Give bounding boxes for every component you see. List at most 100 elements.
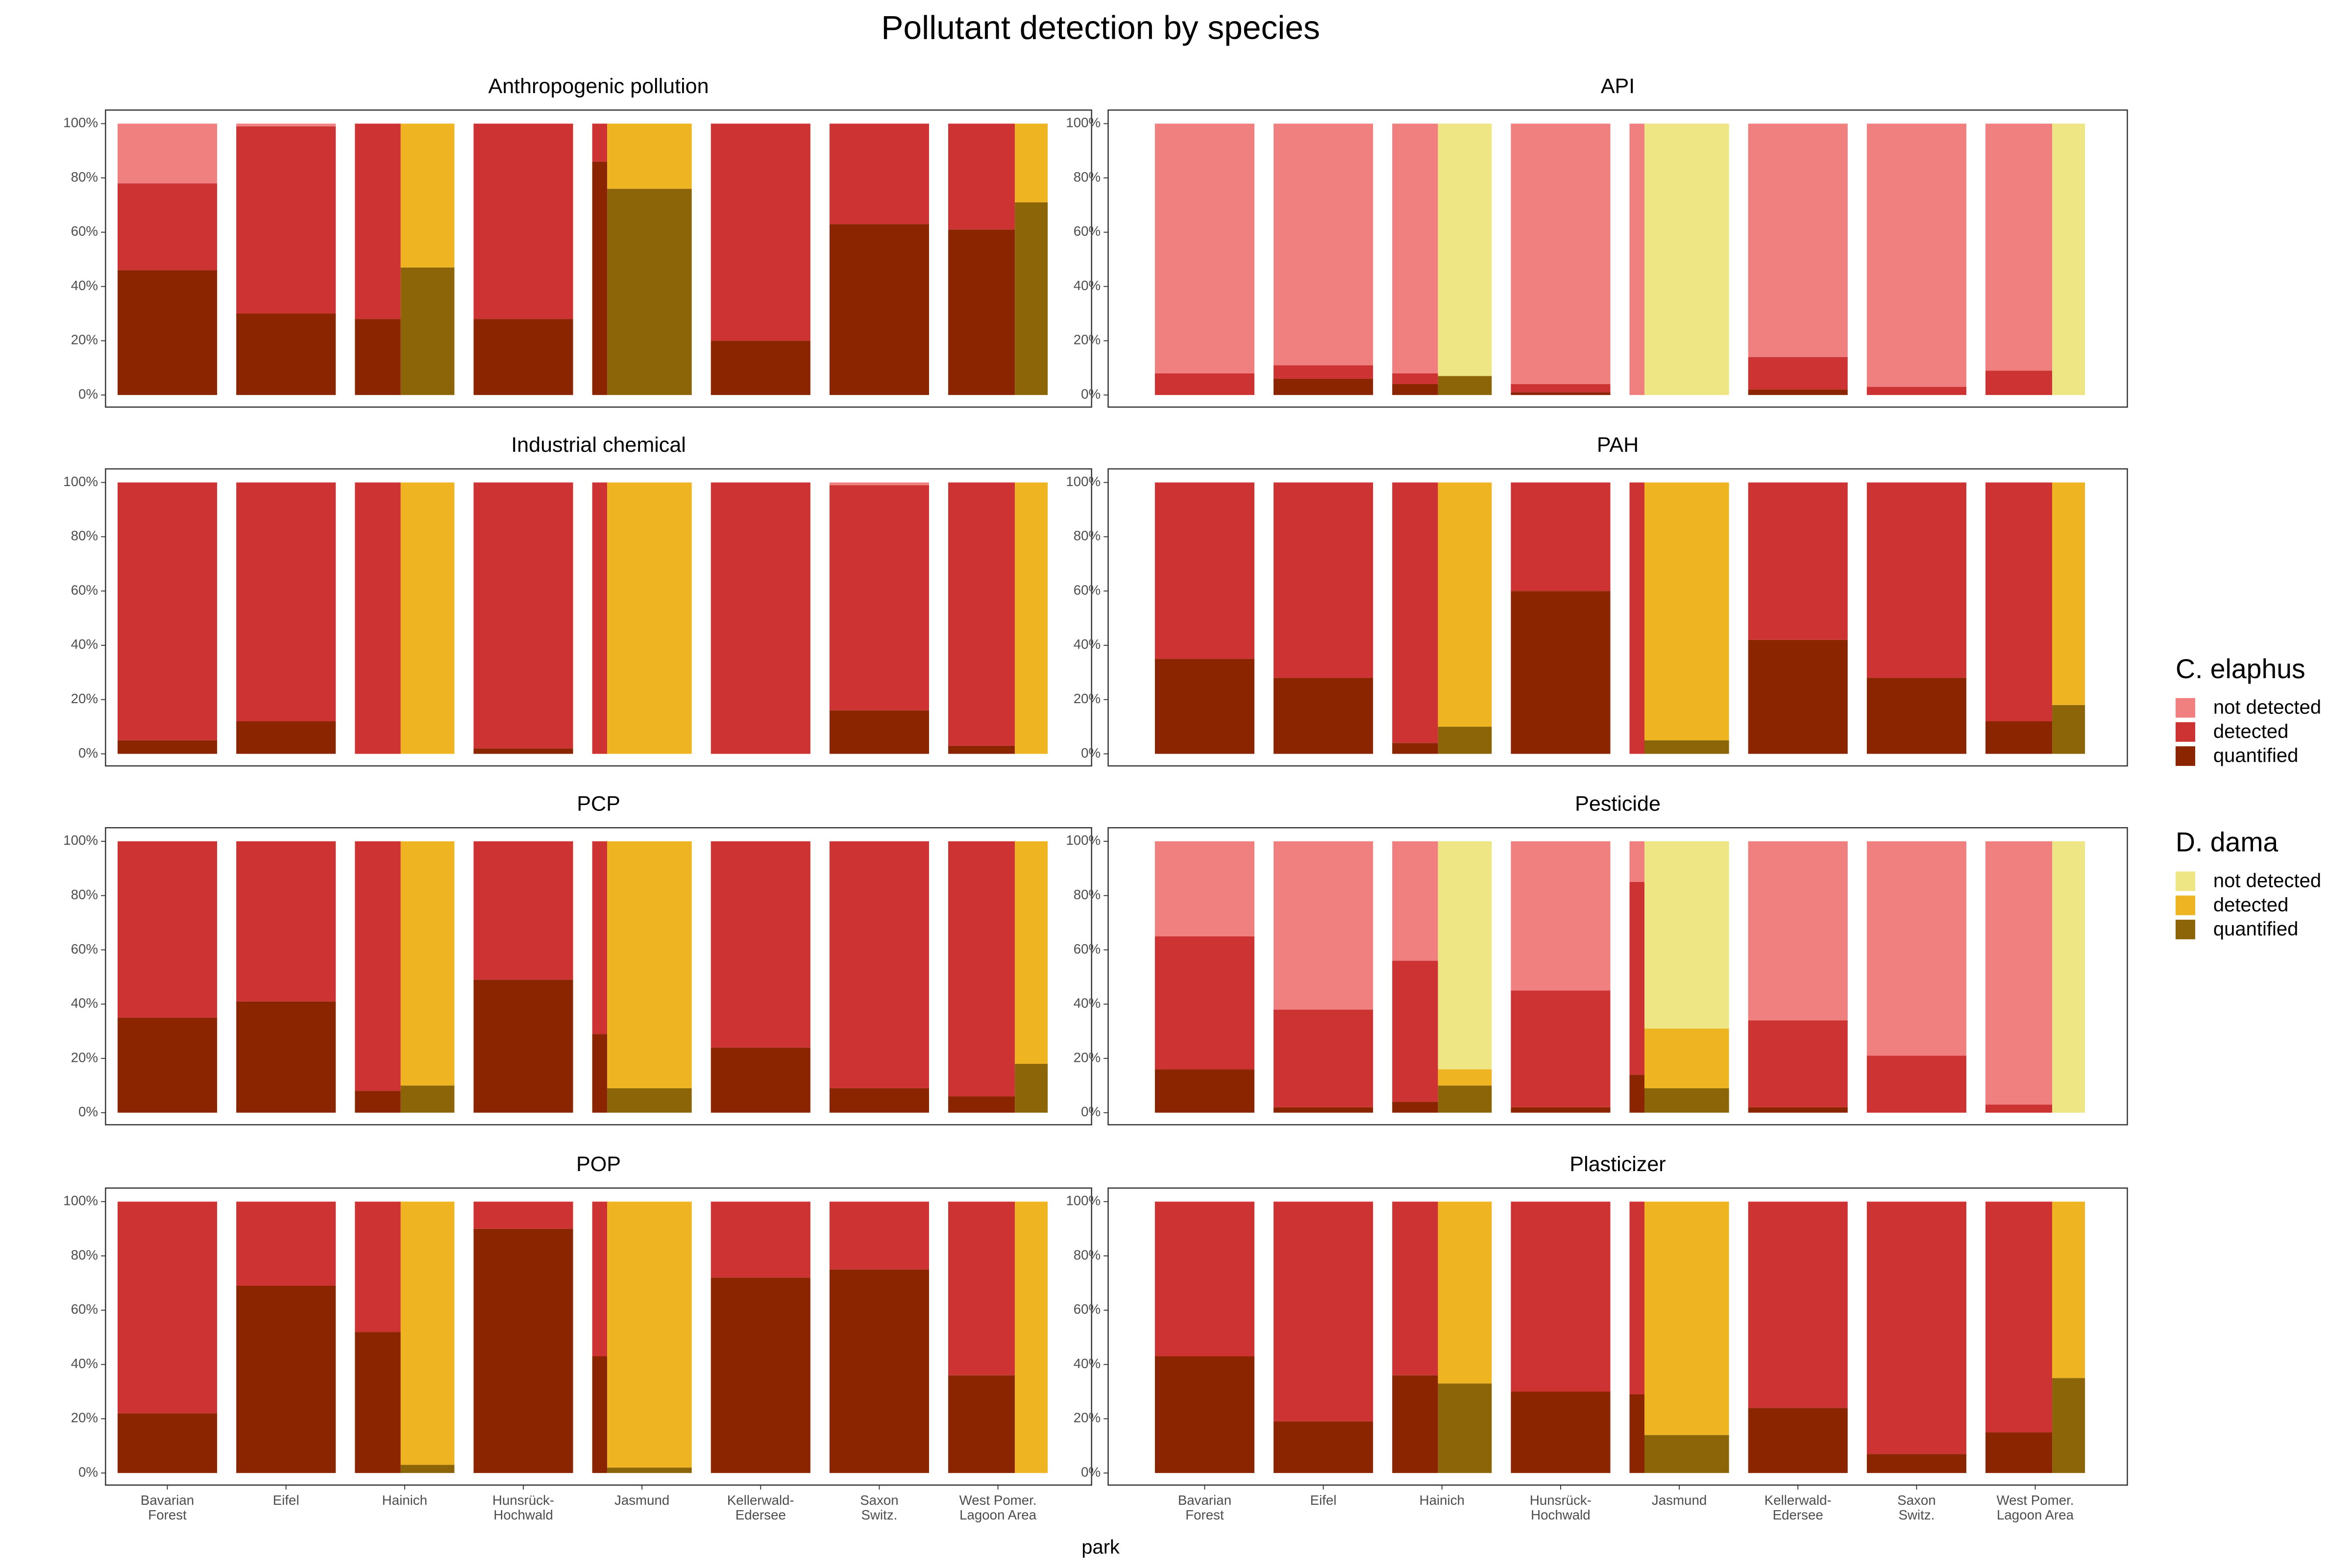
bar-segment (1511, 1201, 1611, 1392)
y-tick-label: 40% (1074, 278, 1101, 293)
bar-segment (1438, 1085, 1492, 1113)
bar-segment (400, 267, 455, 395)
x-tick-label: Hunsrück-Hochwald (1530, 1493, 1592, 1522)
bar-segment (118, 1017, 218, 1113)
bar-segment (1392, 384, 1438, 395)
bar-segment (236, 1286, 336, 1473)
bar-segment (1866, 678, 1966, 754)
y-tick-label: 60% (1074, 223, 1101, 239)
y-tick-label: 0% (78, 1104, 98, 1119)
legend-label: detected (2213, 721, 2288, 742)
bar-segment (118, 1413, 218, 1473)
bar-segment (607, 841, 692, 1088)
bar-segment (355, 1332, 401, 1473)
bar-segment (948, 841, 1015, 1097)
bar-segment (592, 482, 608, 754)
bar-segment (607, 1088, 692, 1113)
bar-segment (1015, 202, 1048, 395)
bar-segment (355, 841, 401, 1091)
bar-segment (1629, 482, 1645, 754)
bar-segment (118, 740, 218, 754)
bar-segment (1392, 743, 1438, 754)
bar-segment (1748, 841, 1848, 1021)
bar-segment (710, 482, 810, 754)
bar-segment (1154, 373, 1254, 395)
y-tick-label: 60% (71, 1301, 98, 1317)
y-tick-label: 0% (1081, 1104, 1101, 1119)
bar-segment (948, 1375, 1015, 1473)
bar-segment (1629, 882, 1645, 1075)
bar-segment (1866, 1201, 1966, 1454)
panel-border (1107, 827, 2128, 1126)
bar-segment (473, 980, 573, 1113)
y-tick-label: 100% (1066, 833, 1101, 848)
bar-segment (1154, 659, 1254, 754)
bar-segment (473, 482, 573, 749)
bar-segment (1392, 1201, 1438, 1375)
bar-segment (1866, 1055, 1966, 1113)
panel-border (105, 468, 1092, 767)
bar-segment (829, 482, 929, 486)
bar-segment (400, 482, 455, 754)
bar-segment (1438, 727, 1492, 754)
bar-segment (400, 1465, 455, 1473)
bar-segment (2052, 841, 2085, 1113)
legend-key (2176, 698, 2195, 718)
bar-segment (829, 1201, 929, 1270)
y-tick-label: 0% (78, 1464, 98, 1479)
legend-key (2176, 919, 2195, 939)
bar-segment (473, 123, 573, 319)
bar-segment (1274, 1421, 1373, 1473)
bar-segment (1985, 1104, 2053, 1113)
chart-title: Pollutant detection by species (881, 9, 1320, 46)
bar-segment (1511, 591, 1611, 754)
bar-segment (1748, 1020, 1848, 1107)
bar-segment (236, 721, 336, 754)
legend-label: not detected (2213, 870, 2321, 892)
bar-segment (1438, 1201, 1492, 1384)
bar-segment (710, 341, 810, 395)
bar-segment (1274, 841, 1373, 1010)
bar-segment (1154, 936, 1254, 1070)
y-tick-label: 20% (1074, 1410, 1101, 1425)
bar-segment (1985, 721, 2053, 754)
x-tick-label: Saxon Switz. (1897, 1493, 1936, 1522)
y-tick-label: 40% (71, 1356, 98, 1371)
bar-segment (1438, 376, 1492, 395)
bar-segment (1629, 1394, 1645, 1473)
y-tick-label: 100% (1066, 1193, 1101, 1208)
x-tick-label: Jasmund (614, 1493, 669, 1508)
bar-segment (355, 1201, 401, 1332)
bar-segment (948, 123, 1015, 230)
x-tick-label: Kellerwald-Edersee (727, 1493, 794, 1522)
panel-border (105, 827, 1092, 1126)
bar-segment (1629, 1201, 1645, 1395)
bar-segment (1748, 1107, 1848, 1113)
bar-segment (400, 123, 455, 268)
bar-segment (1154, 841, 1254, 936)
x-tick-label: Eifel (1310, 1493, 1337, 1508)
bar-segment (2052, 123, 2085, 395)
y-tick-label: 100% (63, 474, 98, 489)
bar-segment (1511, 990, 1611, 1107)
bar-segment (1392, 482, 1438, 743)
y-tick-label: 80% (1074, 169, 1101, 184)
legend-label: detected (2213, 894, 2288, 916)
bar-segment (1511, 1107, 1611, 1113)
x-tick-label: Hainich (382, 1493, 427, 1508)
bar-segment (1274, 678, 1373, 754)
bar-segment (473, 1228, 573, 1473)
bar-segment (829, 485, 929, 710)
y-tick-label: 60% (1074, 941, 1101, 956)
bar-segment (473, 1201, 573, 1229)
y-tick-label: 20% (1074, 1050, 1101, 1065)
bar-segment (710, 1047, 810, 1113)
bar-segment (1985, 123, 2053, 371)
bar-segment (1866, 482, 1966, 678)
bar-segment (2052, 1378, 2085, 1473)
bar-segment (1154, 123, 1254, 373)
bar-segment (948, 229, 1015, 395)
y-tick-label: 60% (71, 223, 98, 239)
bar-segment (607, 123, 692, 189)
bar-segment (607, 189, 692, 395)
